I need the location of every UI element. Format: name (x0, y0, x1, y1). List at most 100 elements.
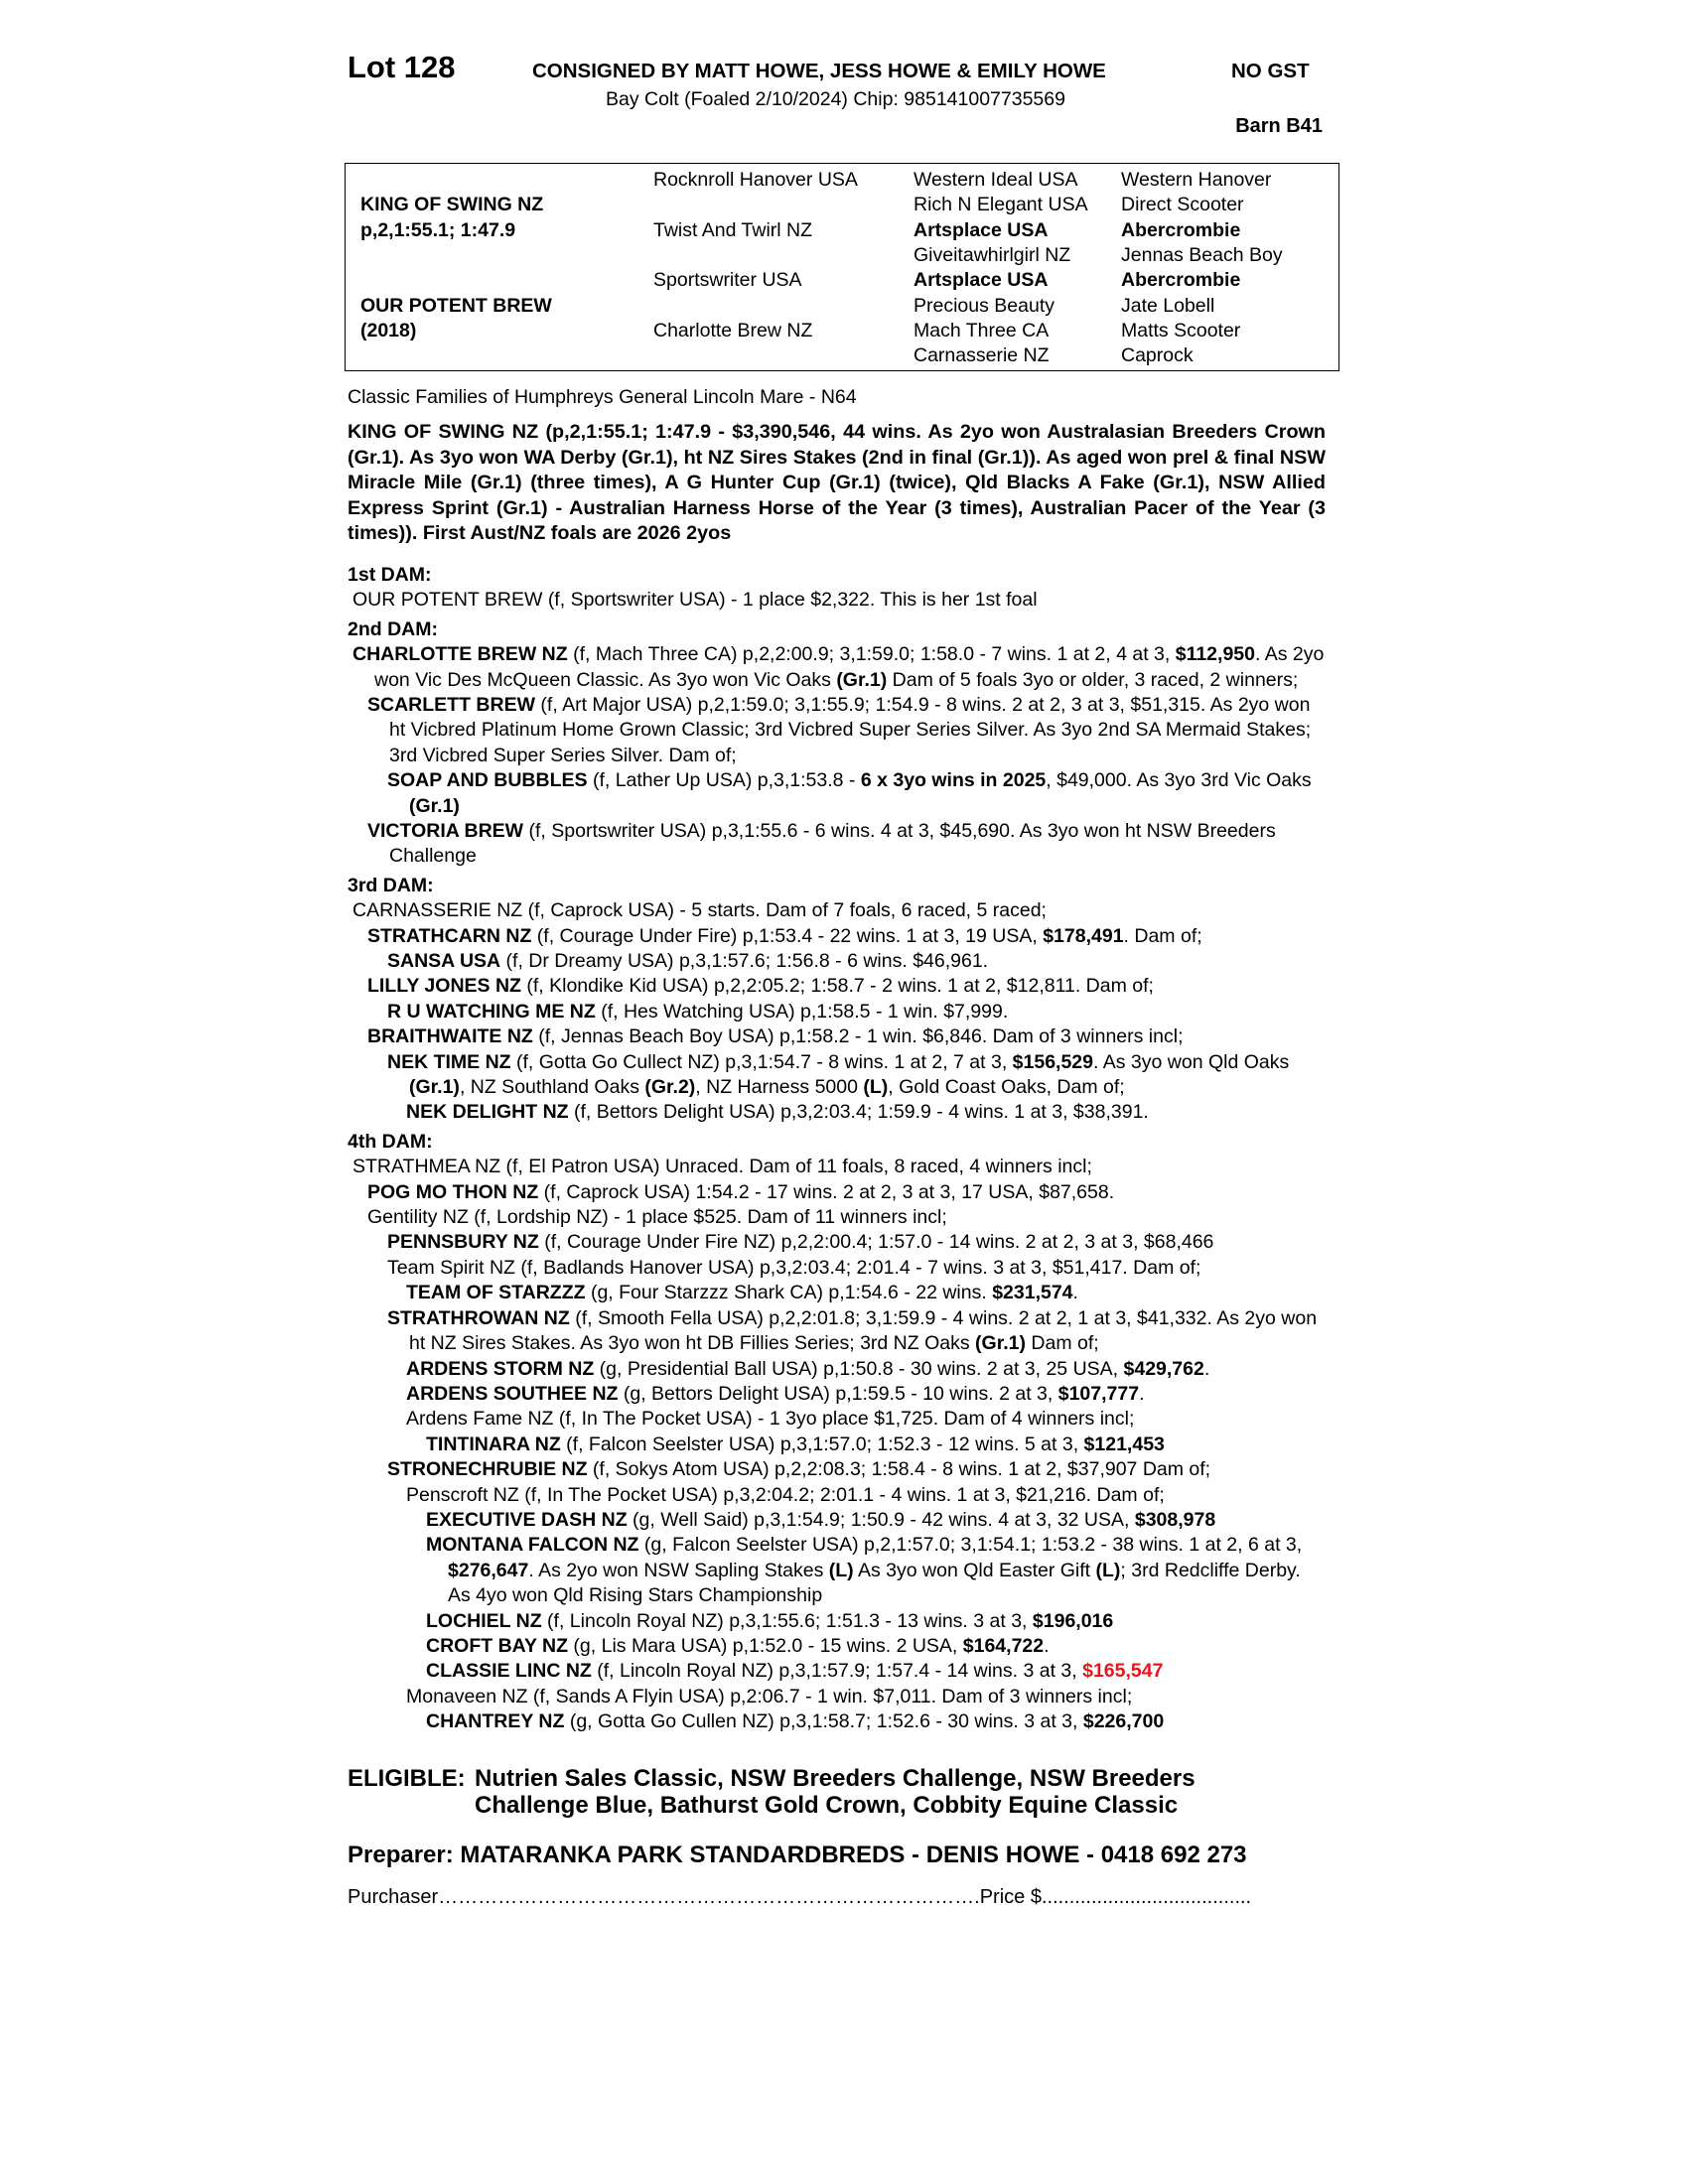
pedigree-cell: p,2,1:55.1; 1:47.9 (360, 218, 516, 241)
pedigree-entry: CHANTREY NZ (g, Gotta Go Cullen NZ) p,3,… (348, 1709, 1326, 1734)
bold-text: (L) (828, 1559, 854, 1581)
text: (g, Bettors Delight USA) p,1:59.5 - 10 w… (618, 1382, 1058, 1405)
text: , NZ Harness 5000 (695, 1076, 864, 1099)
text: (f, Dr Dreamy USA) p,3,1:57.6; 1:56.8 - … (500, 950, 989, 972)
bold-text: VICTORIA BREW (367, 819, 524, 842)
bold-text: POG MO THON NZ (367, 1180, 539, 1203)
text: ; 3rd Redcliffe Derby. As 4yo won Qld Ri… (448, 1559, 1301, 1607)
text: (g, Gotta Go Cullen NZ) p,3,1:58.7; 1:52… (564, 1710, 1083, 1733)
text: (f, Courage Under Fire NZ) p,2,2:00.4; 1… (538, 1231, 1214, 1254)
bold-text: STRATHCARN NZ (367, 924, 532, 947)
text: , Gold Coast Oaks, Dam of; (888, 1076, 1125, 1099)
bold-text: $226,700 (1082, 1710, 1165, 1733)
bold-text: LOCHIEL NZ (426, 1609, 542, 1632)
description: Bay Colt (Foaled 2/10/2024) Chip: 985141… (606, 88, 1065, 110)
pedigree-cell: Rich N Elegant USA (914, 194, 1088, 216)
dam-heading: 1st DAM: (348, 563, 432, 586)
pedigree-entry: OUR POTENT BREW (f, Sportswriter USA) - … (348, 588, 1326, 613)
barn: Barn B41 (1235, 115, 1323, 137)
text: Monaveen NZ (f, Sands A Flyin USA) p,2:0… (406, 1685, 1133, 1707)
text: . As 2yo won Vic Des McQueen Classic. As… (374, 643, 1325, 691)
text: (f, Hes Watching USA) p,1:58.5 - 1 win. … (595, 1000, 1009, 1023)
bold-text: TEAM OF STARZZZ (406, 1282, 586, 1304)
pedigree-entry: EXECUTIVE DASH NZ (g, Well Said) p,3,1:5… (348, 1508, 1326, 1533)
text: As 3yo won Qld Easter Gift (853, 1559, 1096, 1581)
eligible-text: Nutrien Sales Classic, NSW Breeders Chal… (475, 1764, 1196, 1819)
bold-text: (L) (863, 1076, 889, 1099)
pedigree-entry: TINTINARA NZ (f, Falcon Seelster USA) p,… (348, 1433, 1326, 1457)
pedigree-entry: Ardens Fame NZ (f, In The Pocket USA) - … (348, 1407, 1326, 1432)
bold-text: $196,016 (1032, 1609, 1114, 1632)
bold-text: $107,777 (1057, 1382, 1140, 1405)
pedigree-cell: Abercrombie (1121, 218, 1241, 241)
pedigree-entry: CLASSIE LINC NZ (f, Lincoln Royal NZ) p,… (348, 1659, 1326, 1684)
bold-text: $112,950 (1175, 643, 1255, 666)
bold-text: STRONECHRUBIE NZ (387, 1458, 588, 1481)
pedigree-entry: Team Spirit NZ (f, Badlands Hanover USA)… (348, 1256, 1326, 1281)
eligible-label: ELIGIBLE: (348, 1764, 466, 1792)
text: (g, Lis Mara USA) p,1:52.0 - 15 wins. 2 … (568, 1634, 963, 1657)
text: Gentility NZ (f, Lordship NZ) - 1 place … (367, 1206, 947, 1229)
bold-text: ARDENS SOUTHEE NZ (406, 1382, 619, 1405)
bold-text: CLASSIE LINC NZ (426, 1660, 592, 1683)
pedigree-cell: Jennas Beach Boy (1121, 243, 1283, 266)
pedigree-entry: Gentility NZ (f, Lordship NZ) - 1 place … (348, 1205, 1326, 1230)
bold-text: CROFT BAY NZ (426, 1634, 569, 1657)
pedigree-cell: Sportswriter USA (653, 269, 802, 292)
pedigree-entry: Penscroft NZ (f, In The Pocket USA) p,3,… (348, 1483, 1326, 1508)
text: (f, Art Major USA) p,2,1:59.0; 3,1:55.9;… (389, 693, 1312, 766)
dam-heading: 3rd DAM: (348, 874, 434, 896)
pedigree-cell: Artsplace USA (914, 218, 1049, 241)
bold-text: MONTANA FALCON NZ (426, 1534, 639, 1557)
dam-section: 2nd DAM: CHARLOTTE BREW NZ (f, Mach Three… (348, 617, 1326, 870)
text: (f, Bettors Delight USA) p,3,2:03.4; 1:5… (568, 1101, 1149, 1124)
sire-summary: KING OF SWING NZ (p,2,1:55.1; 1:47.9 - $… (348, 421, 1326, 545)
text: CARNASSERIE NZ (f, Caprock USA) - 5 star… (352, 899, 1047, 922)
bold-text: CHARLOTTE BREW NZ (352, 643, 568, 666)
pedigree-cell: Western Hanover (1121, 169, 1272, 191)
pedigree-entry: CHARLOTTE BREW NZ (f, Mach Three CA) p,2… (348, 642, 1326, 693)
catalogue-body: Classic Families of Humphreys General Li… (348, 385, 1326, 1910)
bold-text: SCARLETT BREW (367, 693, 535, 716)
bold-text: $231,574 (992, 1282, 1073, 1304)
text: (g, Presidential Ball USA) p,1:50.8 - 30… (594, 1357, 1124, 1380)
pedigree-cell: Matts Scooter (1121, 319, 1241, 341)
bold-text: (L) (1095, 1559, 1121, 1581)
pedigree-entry: SOAP AND BUBBLES (f, Lather Up USA) p,3,… (348, 768, 1326, 819)
pedigree-entry: ARDENS SOUTHEE NZ (g, Bettors Delight US… (348, 1382, 1326, 1407)
text: (f, Lincoln Royal NZ) p,3,1:57.9; 1:57.4… (591, 1660, 1083, 1683)
text: (g, Falcon Seelster USA) p,2,1:57.0; 3,1… (638, 1534, 1303, 1557)
text: (f, Gotta Go Cullect NZ) p,3,1:54.7 - 8 … (510, 1050, 1013, 1073)
consignor: CONSIGNED BY MATT HOWE, JESS HOWE & EMIL… (532, 60, 1106, 82)
text: (f, Jennas Beach Boy USA) p,1:58.2 - 1 w… (532, 1025, 1184, 1048)
bold-text: $308,978 (1134, 1508, 1216, 1531)
lot-number: Lot 128 (348, 50, 456, 84)
pedigree-cell: Jate Lobell (1121, 294, 1215, 317)
dam-heading: 4th DAM: (348, 1130, 433, 1153)
bold-text: CHANTREY NZ (426, 1710, 565, 1733)
pedigree-entry: NEK DELIGHT NZ (f, Bettors Delight USA) … (348, 1100, 1326, 1125)
text: (g, Four Starzzz Shark CA) p,1:54.6 - 22… (585, 1282, 993, 1304)
pedigree-cell: KING OF SWING NZ (360, 194, 544, 216)
bold-text: LILLY JONES NZ (367, 975, 521, 998)
text: . As 3yo won Qld Oaks (1093, 1050, 1290, 1073)
bold-text: $164,722 (962, 1634, 1045, 1657)
text: (f, Sportswriter USA) p,3,1:55.6 - 6 win… (389, 819, 1276, 868)
pedigree-entry: STRATHMEA NZ (f, El Patron USA) Unraced.… (348, 1155, 1326, 1179)
pedigree-entry: STRATHROWAN NZ (f, Smooth Fella USA) p,2… (348, 1306, 1326, 1357)
bold-text: $156,529 (1012, 1050, 1093, 1073)
bold-text: (Gr.1) (409, 1076, 460, 1099)
text: STRATHMEA NZ (f, El Patron USA) Unraced.… (352, 1156, 1092, 1178)
bold-text: (Gr.1) (975, 1332, 1026, 1355)
text: (f, Courage Under Fire) p,1:53.4 - 22 wi… (531, 924, 1044, 947)
pedigree-cell: Direct Scooter (1121, 194, 1244, 216)
dam-section: 3rd DAM: CARNASSERIE NZ (f, Caprock USA) … (348, 874, 1326, 1126)
bold-text: SOAP AND BUBBLES (387, 769, 588, 792)
pedigree-cell: Caprock (1121, 344, 1194, 367)
bold-text: $121,453 (1083, 1433, 1165, 1455)
text: (f, Caprock USA) 1:54.2 - 17 wins. 2 at … (538, 1180, 1115, 1203)
bold-text: $276,647 (448, 1559, 529, 1581)
text: Team Spirit NZ (f, Badlands Hanover USA)… (387, 1256, 1201, 1279)
text: , NZ Southland Oaks (459, 1076, 645, 1099)
text: Ardens Fame NZ (f, In The Pocket USA) - … (406, 1408, 1135, 1431)
